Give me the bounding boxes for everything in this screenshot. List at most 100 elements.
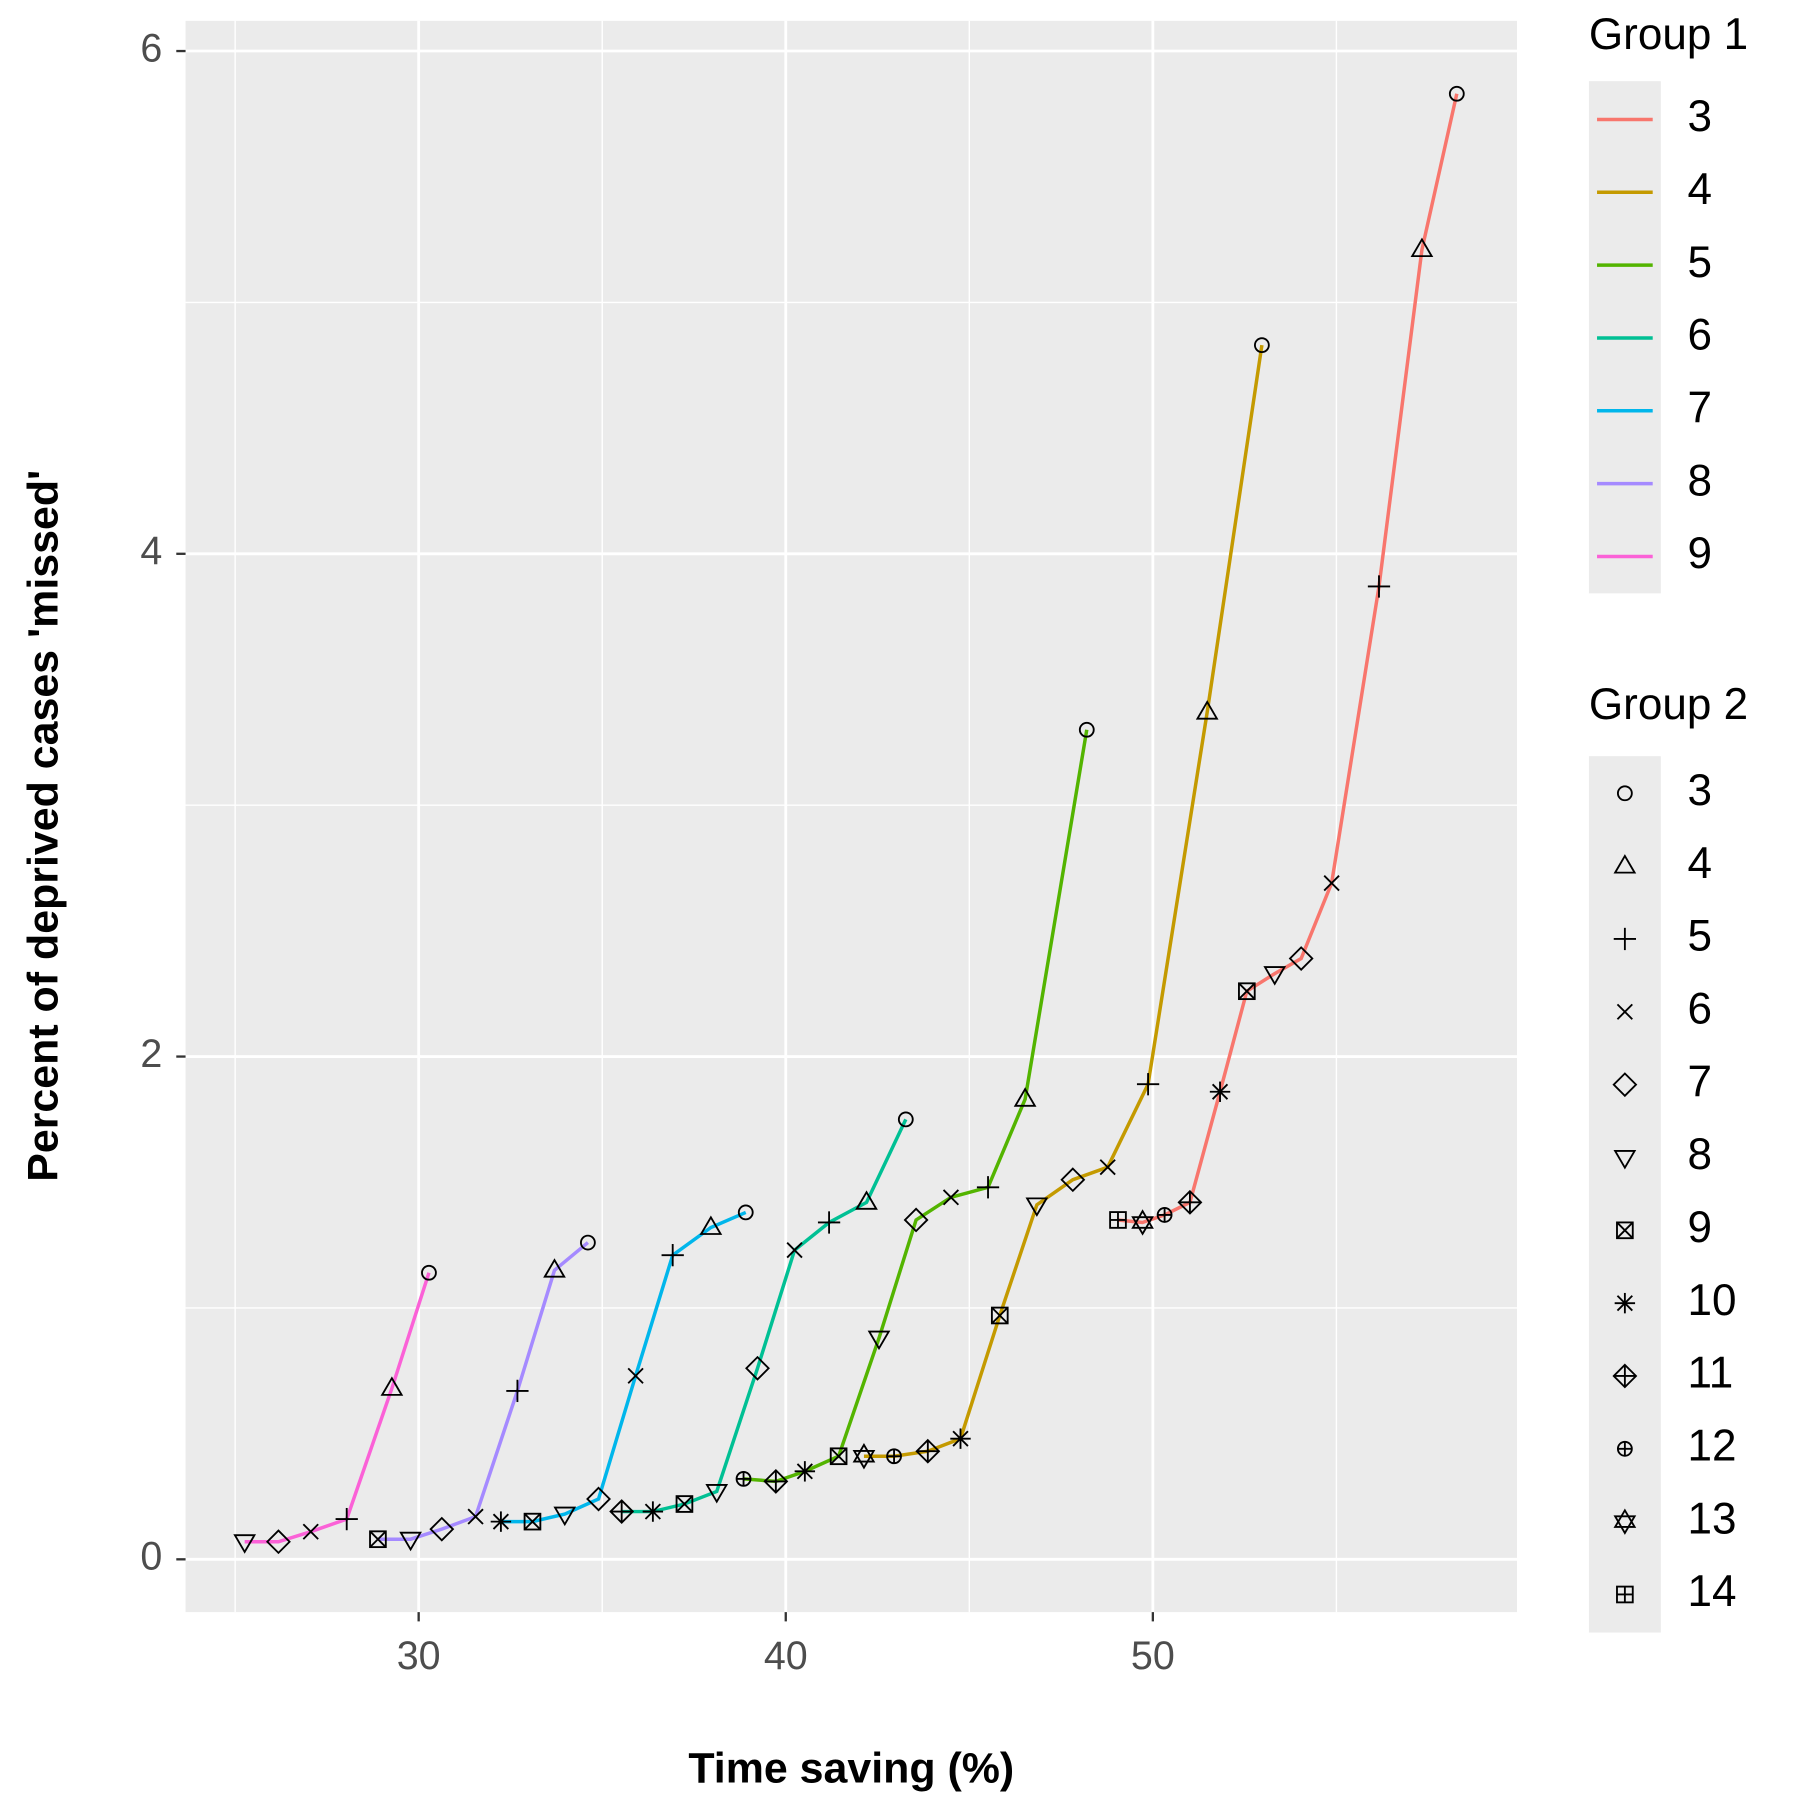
point [586,1486,611,1512]
marker-outline [1613,1508,1637,1528]
marker-outline [523,1512,542,1531]
marker-outline [380,1376,404,1396]
legend: 3 4 5 6 7 8 9 3 4 5 6 7 8 9 10 11 12 13 14 [1588,81,1737,1633]
legend-key [1616,1003,1633,1020]
legend-label: 7 [1688,383,1713,432]
point [467,1508,484,1525]
point [897,1111,914,1128]
point [421,1264,437,1281]
marker-outline [1131,1216,1154,1236]
marker-outline [429,1516,455,1542]
point [233,1534,257,1554]
point [1323,875,1340,892]
point [855,1190,878,1210]
x-tick-label: 30 [397,1634,441,1678]
y-axis-title: Percent of deprived cases 'missed' [20,470,68,1182]
point [675,1495,694,1513]
point [699,1215,723,1235]
point [523,1512,542,1531]
marker-stroke [1099,1159,1116,1176]
y-tick-label: 4 [140,529,162,573]
series-line [1117,93,1459,1225]
point [506,1379,529,1403]
series-line [863,344,1264,1458]
point [1195,700,1219,720]
legend-label: 9 [1688,529,1713,578]
legend-key [1613,1150,1637,1170]
point [1109,1211,1127,1229]
marker-outline [1616,1221,1634,1240]
point [490,1511,512,1532]
points [233,85,1465,1555]
point [976,1176,1000,1199]
marker-outline [675,1495,694,1513]
marker-outline [1078,721,1095,738]
marker-stroke [786,1242,803,1259]
marker-outline [1131,1209,1154,1229]
point [942,1189,960,1206]
point [580,1234,596,1251]
marker-stroke [942,1189,960,1206]
marker-stroke [467,1508,484,1525]
marker-stroke [1616,1221,1634,1239]
point [380,1376,404,1396]
point [369,1530,387,1549]
point [335,1507,358,1531]
point [1448,85,1465,102]
marker-outline [1613,854,1637,874]
marker-outline [265,1529,291,1555]
point [302,1523,319,1540]
point [543,1258,566,1278]
marker-outline [903,1207,929,1233]
point [1410,237,1434,258]
marker-outline [745,1355,770,1381]
legend-key [1612,1363,1638,1389]
legend-label: 3 [1688,766,1713,815]
marker-outline [1253,337,1270,354]
legend-title: Group 1 [1589,10,1748,59]
x-axis-title: Time saving (%) [688,1744,1014,1792]
point [737,1204,754,1221]
marker-stroke [644,1503,661,1520]
point [990,1306,1009,1325]
legend-key [1614,1292,1636,1314]
point [642,1501,664,1522]
point [886,1448,902,1465]
legend-key [1616,1585,1634,1604]
legend-label: 4 [1688,165,1713,214]
point [1078,721,1095,738]
marker-outline [1288,946,1314,971]
marker-stroke [523,1513,542,1531]
point [915,1438,941,1464]
marker-outline [829,1447,848,1466]
point [1253,337,1270,354]
marker-outline [1060,1167,1086,1193]
point [735,1470,752,1487]
legend-label: 7 [1688,1057,1713,1106]
marker-outline [705,1484,729,1504]
point [265,1529,291,1555]
legend-key [1616,785,1633,802]
y-tick-label: 0 [140,1535,162,1579]
point [852,1443,876,1470]
legend-label: 6 [1688,984,1713,1033]
marker-stroke [675,1495,693,1513]
legend-label: 11 [1688,1349,1734,1398]
marker-outline [852,1443,876,1463]
legend-label: 10 [1688,1276,1737,1325]
legend-label: 8 [1688,1130,1713,1179]
legend-key [1613,927,1637,951]
legend-key [1613,854,1637,874]
marker-stroke [627,1367,644,1384]
marker-outline [369,1530,387,1549]
point [786,1242,803,1259]
legend-key-background [1588,756,1661,1633]
marker-outline [1025,1197,1049,1217]
marker-stroke [991,1306,1009,1325]
marker-outline [1013,1087,1037,1107]
point [1060,1167,1086,1193]
legend-title: Group 2 [1589,680,1748,729]
point [817,1211,841,1234]
